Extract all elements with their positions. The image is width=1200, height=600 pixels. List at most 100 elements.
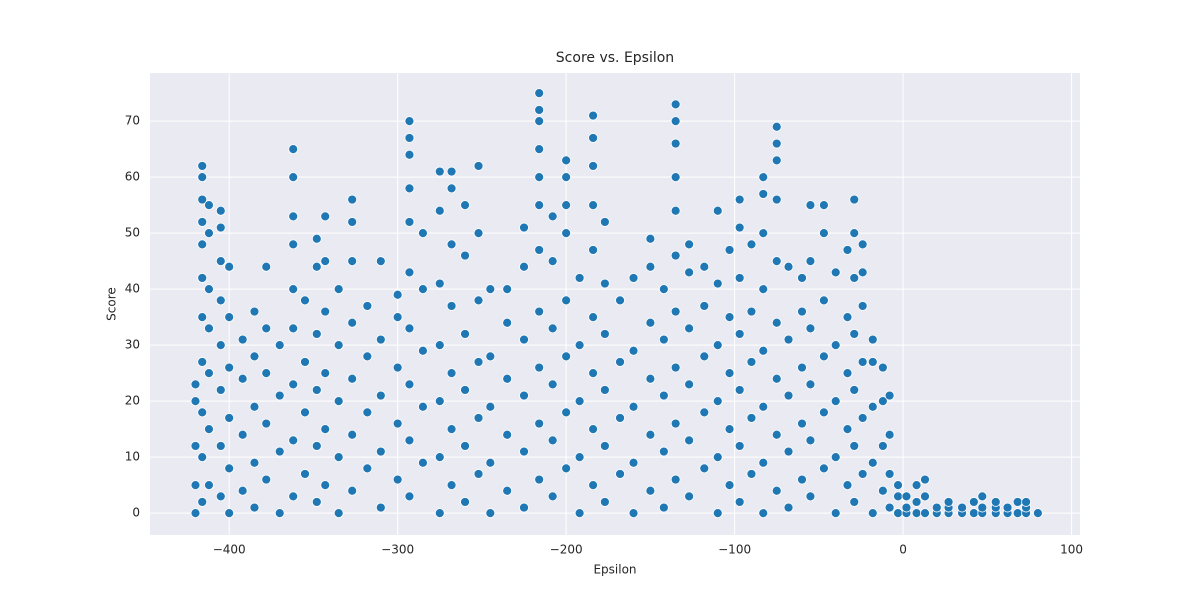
point [320,256,331,267]
point [658,502,669,513]
point [237,373,248,384]
point [645,373,656,384]
point [877,441,888,451]
point [261,368,272,379]
point [588,133,598,143]
point [645,317,656,328]
point [599,441,610,451]
point [758,228,769,239]
point [519,446,529,457]
point [204,323,214,334]
point [418,401,428,412]
point [599,217,610,227]
point [311,261,322,272]
point [867,401,878,412]
point [197,194,208,205]
point [534,306,545,317]
point [1032,508,1043,519]
point [288,323,299,334]
point [197,161,208,171]
point [320,211,331,222]
point [758,189,769,199]
point [819,407,829,418]
point [884,502,895,513]
point [670,474,681,485]
point [901,491,912,502]
point [311,329,322,339]
point [473,295,484,306]
point [261,474,272,485]
point [746,239,757,250]
point [534,245,545,255]
point [911,480,922,491]
point [446,301,457,311]
point [375,334,386,345]
point [534,418,545,429]
point [473,161,484,171]
point [1002,502,1013,513]
point [830,452,841,463]
point [485,457,496,468]
point [547,379,558,390]
point [392,362,403,373]
point [615,357,625,367]
point [190,396,201,407]
point [460,250,470,261]
point [684,491,695,502]
point [237,334,248,345]
point [197,239,208,250]
point [1012,508,1023,519]
point [615,469,625,479]
point [867,457,878,468]
point [574,396,585,407]
point [197,407,208,418]
point [375,390,386,401]
point [830,508,841,519]
point [830,396,841,407]
point [758,172,769,183]
point [599,385,610,395]
point [215,295,226,306]
point [920,491,930,502]
point [819,351,829,362]
point [599,497,610,507]
point [684,323,695,334]
point [197,217,208,227]
point [224,362,235,373]
point [783,502,794,513]
point [670,172,681,183]
point [920,508,930,519]
point [877,362,888,373]
point [911,497,922,507]
point [404,217,415,227]
point [658,446,669,457]
point [300,407,310,418]
point [190,379,201,390]
point [588,480,598,491]
point [288,379,299,390]
point [460,497,470,507]
point [783,334,794,345]
point [446,183,457,194]
point [362,351,373,362]
point [561,295,572,306]
point [311,233,322,244]
point [300,469,310,479]
point [588,368,598,379]
point [446,239,457,250]
point [204,424,214,435]
point [446,368,457,379]
point [893,480,903,491]
point [215,385,226,395]
point [797,306,807,317]
point [758,508,769,519]
x-tick-label: −100 [718,543,751,557]
point [534,362,545,373]
point [684,267,695,278]
point [805,256,816,267]
point [857,413,868,423]
point [957,502,967,513]
point [830,340,841,351]
point [628,273,639,283]
point [746,357,757,367]
